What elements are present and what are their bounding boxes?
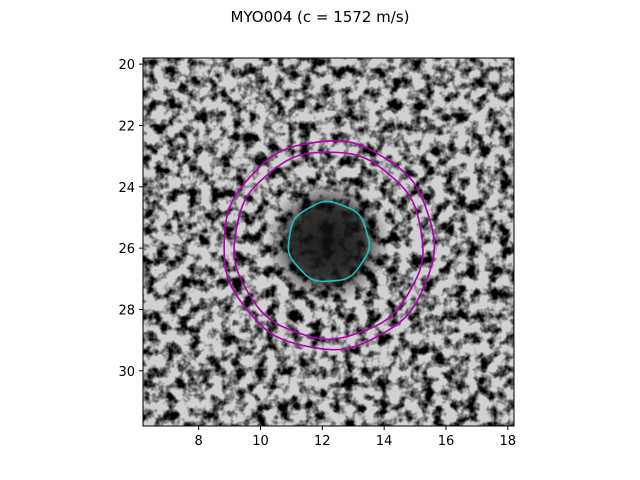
x-tick-label: 14: [376, 434, 393, 449]
outer-contour: [233, 151, 424, 341]
x-tick-label: 10: [252, 434, 269, 449]
x-tick-label: 18: [500, 434, 517, 449]
y-tick-label: 26: [118, 242, 135, 257]
y-tick-label: 30: [118, 365, 135, 380]
x-tick-label: 12: [314, 434, 331, 449]
x-axis: 8 10 12 14 16 18: [195, 426, 517, 449]
contour-overlays: [223, 139, 436, 351]
x-tick-label: 8: [195, 434, 203, 449]
y-tick-label: 22: [118, 119, 135, 134]
x-tick-label: 16: [438, 434, 455, 449]
y-tick-label: 28: [118, 303, 135, 318]
ultrasound-image: [143, 58, 514, 426]
axes-frame: [142, 57, 515, 427]
figure-title: MYO004 (c = 1572 m/s): [231, 8, 410, 26]
y-axis: 20 22 24 26 28 30: [118, 58, 143, 380]
inner-contour: [287, 200, 371, 283]
y-tick-label: 24: [118, 181, 135, 196]
y-tick-label: 20: [118, 58, 135, 73]
outer-contour: [223, 139, 436, 351]
